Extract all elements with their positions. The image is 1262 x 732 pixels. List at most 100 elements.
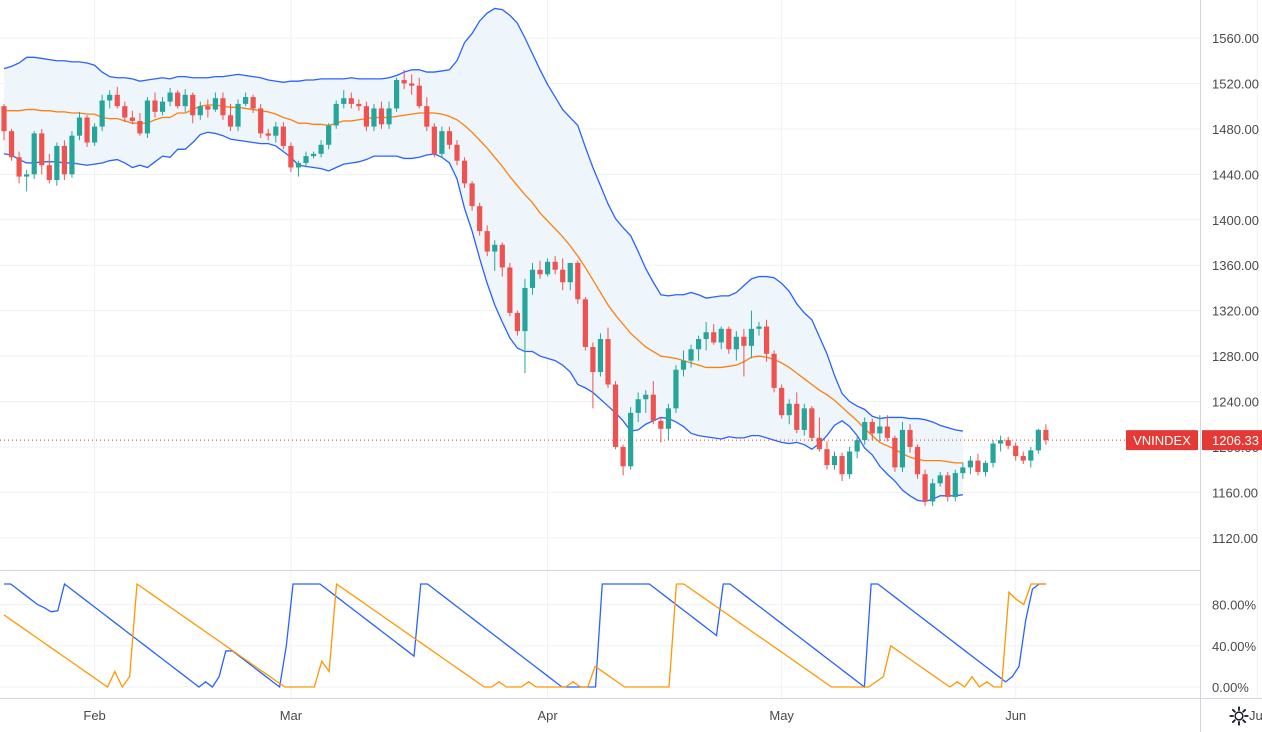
candle[interactable] [794, 392, 800, 434]
candle[interactable] [446, 126, 453, 150]
candle[interactable] [514, 310, 520, 336]
candle[interactable] [952, 469, 958, 502]
candle[interactable] [378, 101, 385, 129]
candle[interactable] [763, 319, 770, 362]
candle[interactable] [696, 335, 702, 361]
candle[interactable] [303, 151, 309, 168]
candle[interactable] [197, 101, 203, 120]
candle[interactable] [16, 151, 22, 184]
candle[interactable] [356, 99, 362, 111]
candle[interactable] [8, 128, 15, 161]
candle[interactable] [159, 97, 166, 116]
stochastic-panel[interactable] [0, 582, 1200, 689]
candle[interactable] [484, 225, 490, 257]
candle[interactable] [243, 92, 249, 107]
candle[interactable] [175, 90, 181, 109]
candle[interactable] [907, 424, 913, 453]
candle[interactable] [930, 478, 936, 507]
candle[interactable] [280, 122, 286, 150]
candle[interactable] [114, 86, 120, 109]
candle[interactable] [250, 94, 256, 113]
candle[interactable] [92, 123, 98, 146]
candle[interactable] [597, 333, 604, 377]
candle[interactable] [416, 77, 422, 109]
candle[interactable] [877, 415, 883, 442]
candle[interactable] [326, 123, 332, 150]
candle[interactable] [786, 399, 792, 425]
candle[interactable] [673, 365, 679, 413]
candle[interactable] [575, 260, 581, 304]
candle[interactable] [658, 417, 664, 443]
candle[interactable] [522, 278, 528, 374]
candle[interactable] [665, 403, 671, 441]
candle[interactable] [847, 446, 853, 479]
candle[interactable] [1043, 424, 1049, 445]
candle[interactable] [756, 322, 762, 336]
candle[interactable] [1020, 451, 1026, 464]
candle[interactable] [1005, 436, 1011, 450]
candle[interactable] [711, 324, 717, 345]
candle[interactable] [605, 327, 611, 388]
candle[interactable] [733, 331, 739, 361]
candle[interactable] [424, 97, 430, 132]
candle[interactable] [1035, 428, 1041, 454]
candle[interactable] [492, 240, 498, 271]
candle[interactable] [295, 160, 302, 177]
candle[interactable] [771, 350, 777, 393]
candle[interactable] [341, 90, 347, 109]
candle[interactable] [54, 142, 60, 186]
candle[interactable] [265, 128, 271, 141]
candle[interactable] [371, 103, 377, 132]
candle[interactable] [99, 94, 105, 132]
settings-gear-icon[interactable] [1228, 705, 1250, 727]
candle[interactable] [46, 153, 52, 184]
candle[interactable] [643, 390, 649, 413]
candle[interactable] [975, 453, 981, 476]
candle[interactable] [650, 381, 656, 425]
candle[interactable] [394, 77, 400, 112]
candle[interactable] [990, 440, 996, 468]
candle[interactable] [552, 256, 558, 275]
candle[interactable] [809, 406, 815, 442]
candle[interactable] [620, 444, 626, 476]
candle[interactable] [831, 451, 838, 470]
candle[interactable] [703, 322, 709, 351]
candle[interactable] [884, 415, 890, 442]
candle[interactable] [409, 74, 415, 95]
candle[interactable] [967, 456, 973, 475]
candle[interactable] [31, 131, 37, 179]
candle[interactable] [386, 101, 392, 129]
candle[interactable] [612, 381, 619, 450]
candle[interactable] [84, 115, 90, 148]
candle[interactable] [167, 87, 173, 107]
candle[interactable] [914, 444, 921, 479]
candle[interactable] [741, 328, 747, 377]
candle[interactable] [937, 471, 943, 487]
candle[interactable] [590, 342, 596, 409]
candle[interactable] [24, 169, 30, 192]
candle[interactable] [718, 326, 724, 350]
candle[interactable] [182, 89, 188, 112]
candle[interactable] [998, 435, 1004, 452]
candle[interactable] [107, 90, 113, 109]
candle[interactable] [348, 92, 354, 109]
candle[interactable] [839, 452, 845, 482]
candle[interactable] [892, 435, 898, 472]
candle[interactable] [922, 469, 928, 507]
candle[interactable] [779, 384, 785, 419]
candle[interactable] [1, 103, 7, 141]
candle[interactable] [288, 142, 294, 173]
candle[interactable] [960, 462, 966, 479]
candle[interactable] [235, 99, 241, 132]
candle[interactable] [680, 350, 687, 377]
candle[interactable] [748, 310, 755, 359]
candle[interactable] [205, 99, 211, 118]
candle[interactable] [499, 242, 505, 277]
candle[interactable] [469, 181, 475, 211]
candle[interactable] [899, 421, 906, 472]
candles[interactable] [1, 69, 1049, 507]
candle[interactable] [1028, 446, 1034, 468]
candle[interactable] [39, 128, 45, 175]
candle[interactable] [310, 151, 317, 159]
